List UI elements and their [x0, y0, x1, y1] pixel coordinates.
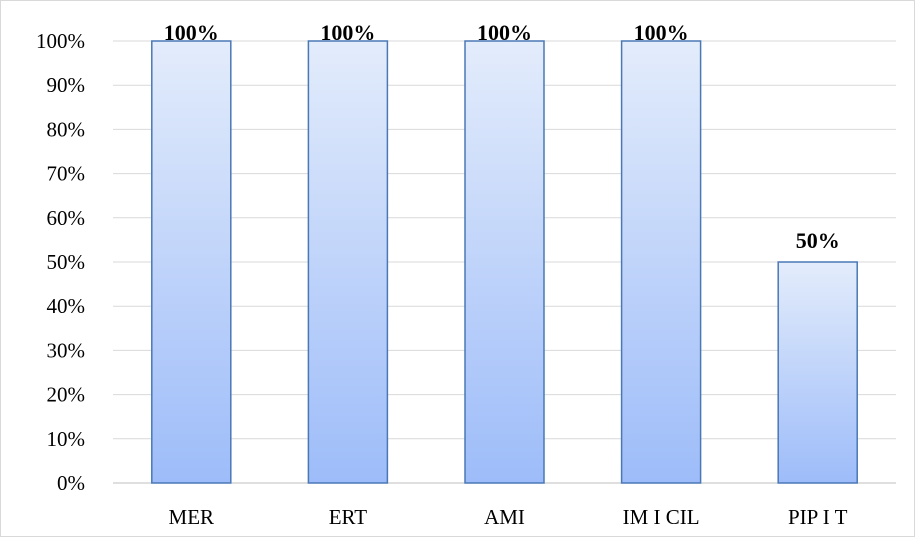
bar — [620, 40, 702, 484]
bar — [307, 40, 389, 484]
y-tick-label: 40% — [47, 294, 86, 318]
bar — [464, 40, 545, 484]
data-labels: 100% 100% 100% 100% 50% — [164, 20, 840, 253]
data-label: 100% — [634, 20, 689, 45]
bars — [151, 40, 858, 484]
y-tick-label: 90% — [47, 73, 86, 97]
x-tick-label: PIP I T — [788, 505, 848, 529]
y-tick-label: 30% — [47, 338, 86, 362]
bar — [777, 261, 858, 484]
y-tick-label: 10% — [47, 427, 86, 451]
bar — [151, 40, 232, 484]
y-axis: 0% 10% 20% 30% 40% 50% 60% 70% 80% 90% 100% — [36, 29, 85, 495]
data-label: 100% — [164, 20, 219, 45]
y-tick-label: 80% — [47, 117, 86, 141]
x-tick-label: MER — [169, 505, 215, 529]
y-tick-label: 20% — [47, 383, 86, 407]
x-tick-label: IM I CIL — [623, 505, 700, 529]
data-label: 100% — [320, 20, 375, 45]
y-tick-label: 60% — [47, 206, 86, 230]
y-tick-label: 100% — [36, 29, 85, 53]
y-tick-label: 70% — [47, 162, 86, 186]
x-axis: MER ERT AMI IM I CIL PIP I T — [169, 505, 848, 529]
x-tick-label: AMI — [484, 505, 525, 529]
x-tick-label: ERT — [329, 505, 368, 529]
y-tick-label: 0% — [57, 471, 85, 495]
y-tick-label: 50% — [47, 250, 86, 274]
data-label: 50% — [796, 228, 840, 253]
data-label: 100% — [477, 20, 532, 45]
